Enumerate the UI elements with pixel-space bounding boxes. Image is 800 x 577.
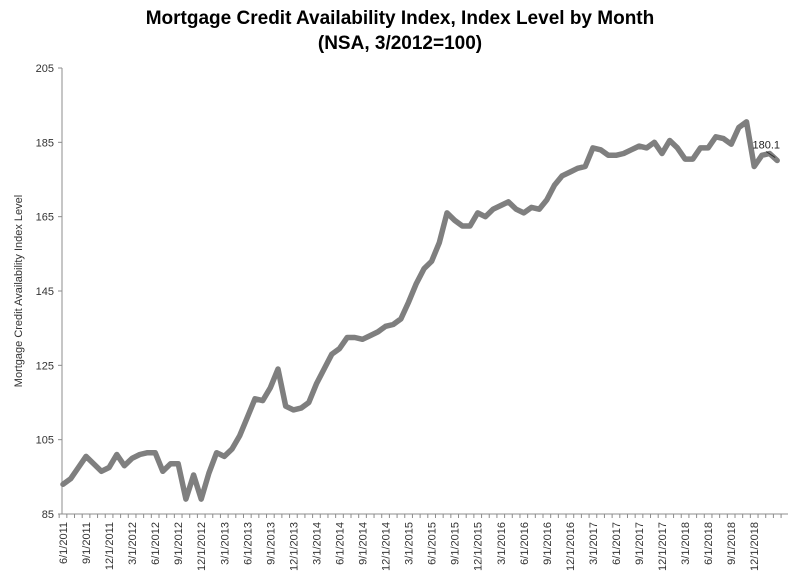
x-tick-label: 6/1/2013 bbox=[242, 522, 254, 565]
x-tick-label: 9/1/2011 bbox=[81, 522, 93, 564]
x-tick-label: 6/1/2014 bbox=[334, 522, 346, 565]
x-tick-label: 6/1/2011 bbox=[58, 522, 70, 564]
chart-subtitle: (NSA, 3/2012=100) bbox=[317, 33, 483, 54]
chart-title-block: Mortgage Credit Availability Index, Inde… bbox=[0, 6, 800, 56]
x-tick-label: 3/1/2017 bbox=[588, 522, 600, 565]
x-tick-label: 12/1/2018 bbox=[749, 522, 761, 571]
x-tick-label: 6/1/2017 bbox=[611, 522, 623, 565]
annotation-label: 180.1 bbox=[752, 140, 780, 152]
x-tick-label: 3/1/2015 bbox=[404, 522, 416, 565]
y-tick-label: 145 bbox=[36, 286, 54, 298]
x-tick-label: 9/1/2015 bbox=[450, 522, 462, 565]
y-axis-label: Mortgage Credit Availability Index Level bbox=[13, 195, 25, 387]
x-tick-label: 9/1/2018 bbox=[726, 522, 738, 565]
x-tick-label: 3/1/2012 bbox=[127, 522, 139, 565]
x-tick-label: 3/1/2013 bbox=[219, 522, 231, 565]
x-tick-label: 9/1/2012 bbox=[173, 522, 185, 565]
x-tick-label: 9/1/2016 bbox=[542, 522, 554, 565]
y-tick-label: 105 bbox=[36, 435, 54, 447]
x-tick-label: 6/1/2016 bbox=[519, 522, 531, 565]
y-tick-label: 185 bbox=[36, 137, 54, 149]
x-tick-label: 9/1/2017 bbox=[634, 522, 646, 565]
x-tick-label: 12/1/2017 bbox=[657, 522, 669, 571]
x-tick-label: 12/1/2016 bbox=[565, 522, 577, 571]
y-tick-label: 205 bbox=[36, 63, 54, 75]
x-tick-label: 12/1/2012 bbox=[196, 522, 208, 571]
x-tick-label: 9/1/2014 bbox=[358, 522, 370, 565]
annotation-leader bbox=[765, 151, 776, 158]
y-tick-label: 165 bbox=[36, 212, 54, 224]
x-tick-label: 3/1/2016 bbox=[496, 522, 508, 565]
x-tick-label: 12/1/2014 bbox=[381, 522, 393, 571]
x-tick-label: 6/1/2015 bbox=[427, 522, 439, 565]
x-tick-label: 3/1/2014 bbox=[311, 522, 323, 565]
x-tick-label: 12/1/2013 bbox=[288, 522, 300, 571]
chart-title: Mortgage Credit Availability Index, Inde… bbox=[145, 8, 655, 29]
series-line bbox=[60, 119, 780, 502]
x-tick-label: 6/1/2018 bbox=[703, 522, 715, 565]
x-tick-label: 12/1/2011 bbox=[104, 522, 116, 570]
y-tick-label: 85 bbox=[42, 509, 54, 521]
x-tick-label: 9/1/2013 bbox=[265, 522, 277, 565]
x-tick-label: 3/1/2018 bbox=[680, 522, 692, 565]
y-tick-label: 125 bbox=[36, 360, 54, 372]
x-tick-label: 12/1/2015 bbox=[473, 522, 485, 571]
x-tick-label: 6/1/2012 bbox=[150, 522, 162, 565]
